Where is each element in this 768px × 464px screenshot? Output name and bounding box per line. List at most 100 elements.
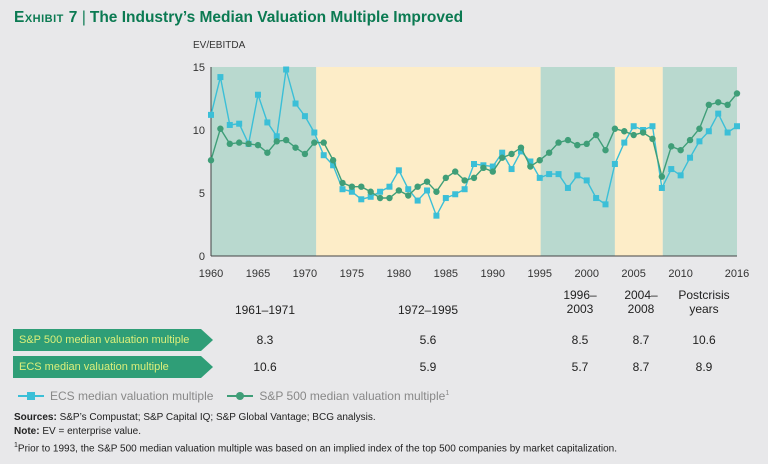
data-point-square (339, 186, 346, 193)
legend-label-ecs: ECS median valuation multiple (50, 389, 214, 403)
data-point-circle (301, 150, 309, 158)
data-point-circle (470, 174, 478, 182)
data-point-square (705, 128, 712, 135)
data-point-square (367, 193, 374, 200)
data-point-circle (433, 188, 440, 195)
data-point-circle (611, 125, 619, 132)
data-point-circle (358, 183, 365, 190)
sources-line: Sources: S&P’s Compustat; S&P Capital IQ… (14, 411, 617, 425)
data-point-circle (386, 194, 393, 202)
data-point-circle (329, 157, 337, 164)
data-point-square (546, 171, 553, 178)
data-point-circle (461, 177, 468, 184)
data-point-circle (555, 139, 562, 146)
data-point-circle (564, 136, 572, 144)
data-point-square (442, 195, 449, 202)
data-point-square (405, 186, 412, 193)
data-point-square (226, 121, 233, 128)
data-point-circle (442, 174, 450, 182)
data-point-circle (480, 164, 487, 171)
data-point-square (489, 163, 496, 170)
legend-item-sp500: S&P 500 median valuation multiple1 (227, 389, 449, 403)
data-point-circle (545, 149, 553, 156)
table-cell: 5.7 (571, 360, 589, 374)
data-point-square (658, 184, 665, 191)
data-point-circle (367, 188, 374, 195)
data-point-square (358, 196, 365, 203)
data-point-square (517, 148, 524, 155)
square-marker-icon (18, 392, 44, 400)
legend: ECS median valuation multiple S&P 500 me… (18, 389, 449, 403)
data-point-square (677, 172, 684, 179)
data-point-circle (311, 139, 318, 146)
data-point-circle (282, 136, 290, 144)
data-point-circle (245, 140, 252, 148)
x-tick-label: 1975 (340, 268, 364, 280)
data-point-square (649, 123, 656, 130)
data-point-square (452, 191, 459, 198)
data-point-circle (536, 157, 543, 164)
x-tick-label: 2000 (574, 268, 598, 280)
data-point-circle (574, 141, 581, 149)
data-point-circle (508, 150, 515, 158)
data-point-circle (423, 178, 431, 185)
table-cell: 10.6 (253, 360, 277, 374)
data-point-square (208, 111, 214, 118)
data-point-circle (273, 138, 280, 145)
x-tick-label: 2016 (725, 268, 749, 280)
data-point-circle (498, 154, 506, 161)
data-point-circle (254, 141, 262, 149)
table-cell: 5.6 (419, 333, 437, 347)
data-point-square (611, 161, 618, 168)
data-point-circle (677, 146, 684, 154)
data-point-circle (630, 131, 637, 139)
exhibit-number: Exhibit 7 (14, 9, 78, 26)
data-point-square (311, 129, 318, 136)
data-point-square (433, 212, 440, 219)
y-tick-label: 5 (199, 188, 205, 200)
x-tick-label: 1960 (199, 268, 223, 280)
data-point-square (395, 167, 402, 174)
title-divider: | (81, 9, 86, 26)
data-point-square (574, 172, 581, 179)
shaded-period (662, 67, 737, 256)
data-point-square (527, 158, 534, 165)
circle-marker-icon (227, 392, 254, 400)
data-point-square (630, 123, 637, 130)
x-tick-label: 2010 (668, 268, 692, 280)
data-point-square (264, 119, 271, 126)
data-point-circle (621, 128, 628, 135)
data-point-square (330, 162, 337, 169)
table-cell: 10.6 (692, 333, 716, 347)
data-point-circle (724, 101, 731, 109)
data-point-square (583, 177, 590, 184)
data-point-square (499, 149, 506, 156)
y-tick-label: 15 (193, 62, 205, 74)
data-point-circle (715, 99, 722, 106)
data-point-square (734, 123, 740, 130)
data-point-square (621, 139, 628, 146)
notes: Sources: S&P’s Compustat; S&P Capital IQ… (14, 411, 617, 456)
data-point-square (236, 120, 243, 127)
data-point-square (254, 91, 261, 98)
x-tick-label: 1980 (387, 268, 411, 280)
data-point-square (424, 187, 431, 194)
data-point-circle (639, 129, 647, 136)
title-text: The Industry’s Median Valuation Multiple… (89, 9, 464, 26)
line-chart: EV/EBITDA 0 5 10 15 1960 1965 1970 1975 1980 1985… (193, 40, 749, 280)
x-tick-label: 1985 (434, 268, 458, 280)
data-point-square (536, 174, 543, 181)
table-cell: 8.9 (695, 360, 713, 374)
data-point-square (724, 129, 731, 136)
data-point-circle (592, 131, 600, 139)
data-point-circle (414, 183, 421, 190)
data-point-square (217, 74, 224, 81)
shaded-period (211, 67, 317, 256)
row-label: ECS median valuation multiple (13, 356, 213, 378)
table-cell: 8.7 (632, 360, 650, 374)
data-point-square (386, 183, 393, 190)
data-point-circle (696, 125, 703, 132)
footnote-number: 1 (14, 442, 18, 449)
data-point-circle (395, 187, 403, 194)
data-point-square (471, 161, 477, 168)
